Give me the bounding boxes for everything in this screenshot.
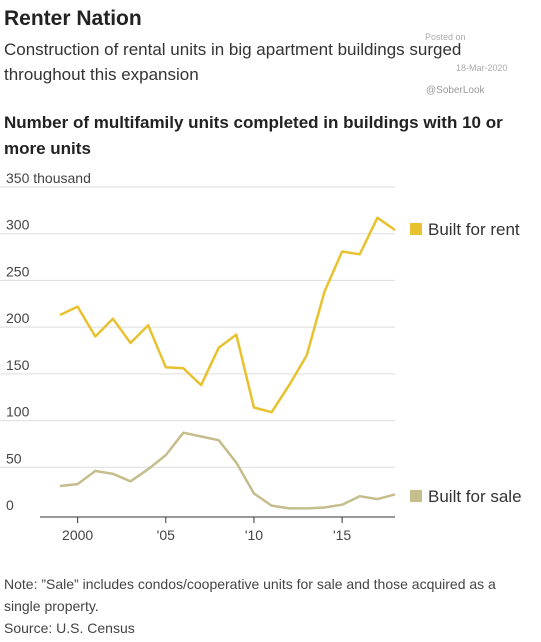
watermark-posted-on: Posted on	[425, 32, 466, 42]
x-axis: 2000 '05 '10 '15	[40, 516, 395, 543]
series-line	[59, 216, 396, 414]
y-axis-ticks: 0 50 100 150 200 250 300 350 thousand	[6, 170, 91, 513]
legend-label: Built for rent	[428, 220, 520, 239]
series-line	[59, 431, 396, 510]
chart-subtitle: Construction of rental units in big apar…	[4, 40, 462, 84]
y-tick-label: 350 thousand	[6, 170, 91, 186]
y-tick-label: 50	[6, 450, 22, 466]
source-text: Source: U.S. Census	[4, 620, 135, 636]
legend-swatch	[410, 490, 422, 502]
x-tick-label: 2000	[62, 527, 93, 543]
legend-label: Built for sale	[428, 487, 522, 506]
series-lines	[59, 216, 396, 510]
y-tick-label: 200	[6, 310, 30, 326]
x-tick-label: '05	[157, 527, 175, 543]
y-tick-label: 150	[6, 357, 30, 373]
legend: Built for rent Built for sale	[410, 220, 522, 506]
x-tick-label: '15	[333, 527, 351, 543]
legend-swatch	[410, 223, 422, 235]
chart-headline: Renter Nation	[4, 7, 142, 30]
x-tick-label: '10	[245, 527, 263, 543]
watermark-date: 18-Mar-2020	[456, 63, 508, 73]
watermark-handle: @SoberLook	[426, 85, 485, 96]
gridlines	[0, 186, 395, 468]
y-tick-label: 100	[6, 404, 30, 420]
note-text: Note: ”Sale” includes condos/cooperative…	[4, 576, 496, 614]
y-tick-label: 250	[6, 263, 30, 279]
chart-title: Number of multifamily units completed in…	[4, 113, 503, 158]
y-tick-label: 300	[6, 217, 30, 233]
chart-notes: Note: ”Sale” includes condos/cooperative…	[4, 573, 534, 639]
y-tick-label: 0	[6, 497, 14, 513]
